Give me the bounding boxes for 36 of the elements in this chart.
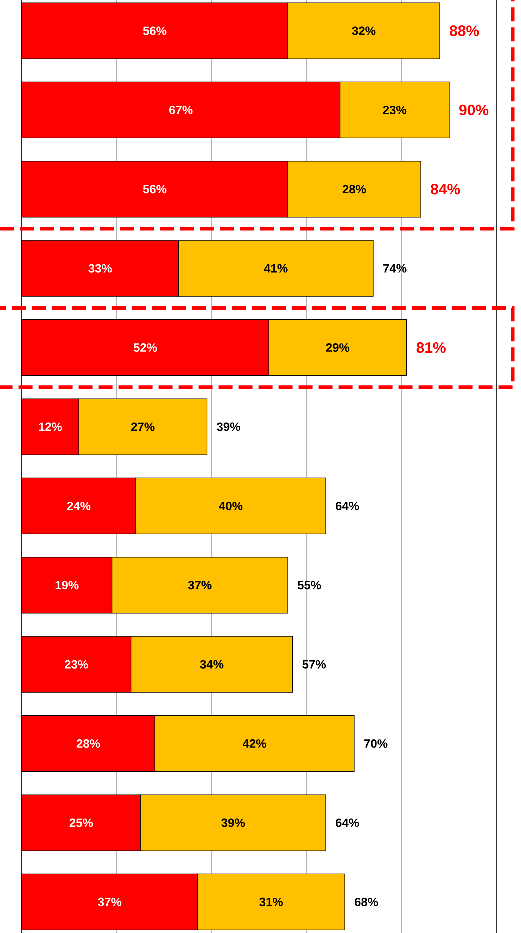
total-label: 55%	[298, 581, 322, 590]
data-label: 27%	[132, 422, 155, 432]
data-label: 56%	[143, 26, 167, 36]
total-label: 81%	[416, 342, 446, 354]
data-label: 32%	[352, 26, 376, 36]
data-label: 19%	[56, 581, 79, 590]
total-label: 57%	[302, 660, 326, 669]
data-label: 42%	[242, 740, 266, 748]
data-label: 39%	[222, 818, 246, 828]
data-label: 23%	[65, 660, 88, 669]
total-label: 88%	[450, 26, 480, 36]
data-label: 37%	[98, 898, 122, 906]
data-label: 23%	[383, 106, 407, 114]
data-label: 28%	[342, 185, 366, 194]
data-label: 52%	[134, 344, 158, 352]
total-label: 84%	[431, 184, 460, 195]
data-label: 41%	[264, 264, 288, 273]
data-label: 31%	[260, 898, 284, 906]
data-label: 37%	[188, 581, 212, 590]
total-label: 90%	[460, 104, 489, 116]
total-label: 39%	[217, 422, 240, 432]
data-label: 24%	[67, 502, 91, 510]
total-label: 64%	[336, 818, 360, 828]
data-label: 25%	[70, 818, 94, 828]
data-label: 67%	[170, 106, 193, 114]
data-label: 56%	[143, 185, 167, 194]
data-label: 28%	[76, 740, 100, 748]
total-label: 64%	[336, 502, 360, 510]
data-label: 33%	[88, 264, 112, 273]
data-label: 34%	[200, 660, 224, 669]
data-label: 40%	[219, 502, 243, 510]
total-label: 68%	[354, 898, 378, 906]
total-label: 74%	[384, 264, 407, 273]
data-label: 12%	[39, 422, 62, 432]
total-label: 70%	[364, 740, 388, 748]
data-label: 29%	[326, 344, 350, 352]
